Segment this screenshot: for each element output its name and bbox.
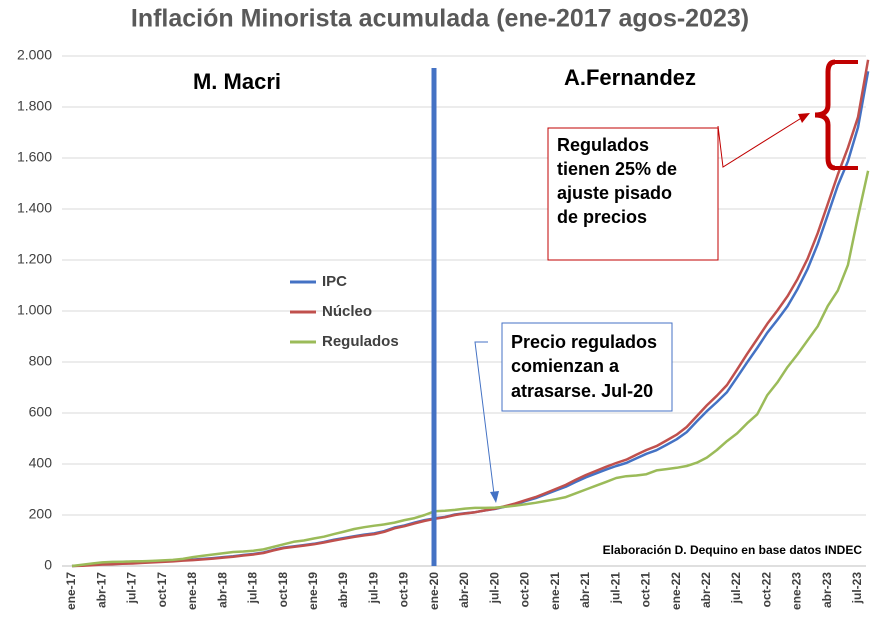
x-tick-label: ene-19 — [306, 572, 320, 610]
arrow-head — [490, 491, 499, 503]
x-tick-label: ene-22 — [669, 572, 683, 610]
x-tick-label: jul-18 — [246, 572, 260, 605]
x-tick-label: jul-20 — [487, 572, 501, 605]
x-tick-label: abr-23 — [820, 572, 834, 608]
annotation-box — [501, 322, 673, 412]
y-tick-label: 800 — [29, 353, 53, 369]
annotation-box — [547, 127, 719, 261]
y-tick-label: 200 — [29, 506, 53, 522]
legend-label: IPC — [322, 273, 347, 290]
x-tick-label: ene-21 — [548, 572, 562, 610]
y-tick-label: 400 — [29, 455, 53, 471]
annotation-fernandez: A.Fernandez — [564, 65, 696, 90]
x-tick-label: oct-17 — [155, 572, 169, 608]
y-tick-label: 1.000 — [17, 302, 52, 318]
x-tick-label: oct-19 — [397, 572, 411, 608]
annotation-macri: M. Macri — [193, 69, 281, 94]
x-tick-label: jul-23 — [850, 572, 864, 605]
y-tick-label: 1.800 — [17, 98, 52, 114]
annotation-text: de precios — [557, 207, 647, 227]
x-tick-label: oct-21 — [639, 572, 653, 608]
x-tick-label: abr-20 — [457, 572, 471, 608]
lines — [71, 59, 870, 568]
x-tick-label: ene-18 — [185, 572, 199, 610]
x-tick-label: abr-18 — [215, 572, 229, 608]
source-note: Elaboración D. Dequino en base datos IND… — [603, 543, 863, 557]
legend-label: Regulados — [322, 333, 399, 350]
brace — [814, 59, 836, 171]
y-tick-label: 2.000 — [17, 47, 52, 63]
legend: IPC Núcleo Regulados — [290, 273, 399, 350]
legend-label: Núcleo — [322, 303, 372, 320]
x-tick-label: oct-20 — [518, 572, 532, 608]
annotation-text: ajuste pisado — [557, 183, 672, 203]
annotation-arrow — [474, 341, 495, 495]
x-tick-label: abr-21 — [578, 572, 592, 608]
y-tick-label: 600 — [29, 404, 53, 420]
annotation-text: comienzan a — [511, 356, 620, 376]
x-tick-label: ene-20 — [427, 572, 441, 610]
chart-title: Inflación Minorista acumulada (ene-2017 … — [131, 5, 749, 33]
annotation-text: atrasarse. Jul-20 — [511, 381, 653, 401]
arrow-head — [798, 113, 810, 123]
annotation-text: Regulados — [557, 135, 649, 155]
x-tick-label: oct-22 — [759, 572, 773, 608]
grid — [62, 55, 866, 567]
series-line — [71, 59, 870, 568]
x-tick-label: jul-19 — [366, 572, 380, 605]
x-tick-label: abr-17 — [94, 572, 108, 608]
series-line — [71, 170, 870, 568]
brace-ends — [835, 60, 858, 170]
x-tick-label: jul-21 — [608, 572, 622, 605]
x-tick-label: ene-17 — [64, 572, 78, 610]
annotation-text: Precio regulados — [511, 332, 657, 352]
annotation-text: tienen 25% de — [557, 159, 677, 179]
x-tick-label: ene-23 — [790, 572, 804, 610]
y-tick-label: 1.600 — [17, 149, 52, 165]
series-line — [71, 71, 870, 568]
x-tick-label: oct-18 — [276, 572, 290, 608]
y-tick-label: 0 — [44, 557, 52, 573]
annotation-arrow — [717, 116, 804, 168]
y-tick-label: 1.200 — [17, 251, 52, 267]
x-tick-label: jul-17 — [125, 572, 139, 605]
x-tick-label: abr-19 — [336, 572, 350, 608]
x-tick-label: abr-22 — [699, 572, 713, 608]
y-tick-label: 1.400 — [17, 200, 52, 216]
x-tick-label: jul-22 — [729, 572, 743, 605]
